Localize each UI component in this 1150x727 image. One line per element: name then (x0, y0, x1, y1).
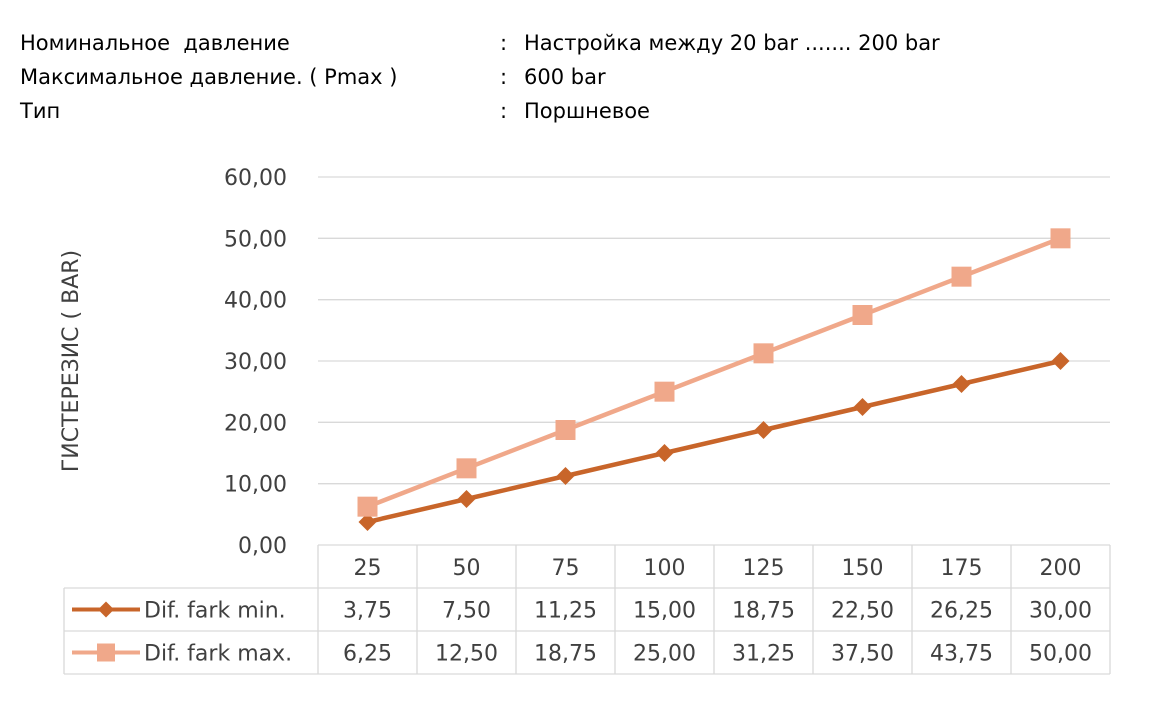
y-tick-label: 40,00 (224, 289, 287, 314)
x-category-label: 25 (354, 556, 382, 581)
data-value-cell: 3,75 (343, 599, 392, 624)
x-category-label: 75 (552, 556, 580, 581)
series-lines (357, 228, 1071, 531)
data-value-cell: 25,00 (633, 642, 696, 667)
x-category-label: 200 (1040, 556, 1082, 581)
gridlines (318, 176, 1110, 485)
data-value-cell: 18,75 (534, 642, 597, 667)
data-point-square (357, 496, 378, 517)
data-value-cell: 15,00 (633, 599, 696, 624)
data-point-diamond (754, 421, 773, 439)
data-value-cell: 30,00 (1029, 599, 1092, 624)
legend-label: Dif. fark min. (144, 599, 286, 624)
data-value-cell: 22,50 (831, 599, 894, 624)
data-value-cell: 18,75 (732, 599, 795, 624)
data-point-diamond (556, 467, 575, 485)
data-point-square (654, 381, 675, 402)
y-tick-label: 0,00 (238, 534, 287, 559)
spec-row-nominal-pressure: Номинальное давление : Настройка между 2… (20, 26, 940, 60)
data-value-cell: 12,50 (435, 642, 498, 667)
spec-row-max-pressure: Максимальное давление. ( Pmax ) : 600 ba… (20, 60, 606, 94)
data-point-diamond (853, 398, 872, 416)
data-point-square (753, 343, 774, 364)
data-point-diamond (655, 444, 674, 462)
y-axis-label: ГИСТЕРЕЗИС ( BAR) (59, 250, 84, 472)
spec-separator: : (500, 65, 508, 89)
data-point-diamond (358, 513, 377, 531)
spec-separator: : (500, 31, 508, 55)
x-category-label: 125 (743, 556, 785, 581)
data-value-cell: 6,25 (343, 642, 392, 667)
data-value-cell: 26,25 (930, 599, 993, 624)
y-tick-labels: 0,00 10,00 20,00 30,00 40,00 50,00 60,00 (224, 166, 287, 559)
data-point-diamond (1051, 352, 1070, 370)
series-line (366, 236, 1062, 509)
spec-label: Номинальное давление (20, 31, 290, 55)
data-value-cell: 50,00 (1029, 642, 1092, 667)
x-category-label: 50 (453, 556, 481, 581)
series-line (366, 358, 1062, 525)
data-point-diamond (952, 375, 971, 393)
y-tick-label: 50,00 (224, 227, 287, 252)
spec-value: Поршневое (524, 99, 650, 123)
x-category-label: 175 (941, 556, 983, 581)
legend-key-square (97, 643, 115, 662)
spec-value: 600 bar (524, 65, 606, 89)
data-value-cell: 31,25 (732, 642, 795, 667)
x-category-label: 150 (842, 556, 884, 581)
data-point-square (951, 266, 972, 287)
legend-label: Dif. fark max. (144, 642, 292, 667)
legend-key-diamond (98, 601, 114, 618)
data-value-cell: 7,50 (442, 599, 491, 624)
data-point-square (852, 305, 873, 325)
x-category-label: 100 (644, 556, 686, 581)
data-value-cell: 43,75 (930, 642, 993, 667)
spec-row-type: Тип : Поршневое (20, 94, 650, 128)
data-point-square (1050, 228, 1071, 249)
spec-list: Номинальное давление : Настройка между 2… (20, 26, 940, 128)
data-value-cell: 37,50 (831, 642, 894, 667)
spec-label: Тип (20, 99, 61, 123)
data-point-square (555, 420, 576, 440)
data-value-cell: 11,25 (534, 599, 597, 624)
spec-separator: : (500, 99, 508, 123)
y-tick-label: 20,00 (224, 411, 287, 436)
spec-label: Максимальное давление. ( Pmax ) (20, 65, 398, 89)
data-point-diamond (457, 490, 476, 508)
spec-value: Настройка между 20 bar ....... 200 bar (524, 31, 940, 55)
y-tick-label: 60,00 (224, 166, 287, 191)
y-tick-label: 30,00 (224, 350, 287, 375)
data-table: 25 50 75 100 125 150 175 200 Dif. fark min. 3,75 7… (63, 544, 1111, 675)
data-point-square (456, 458, 477, 479)
y-tick-label: 10,00 (224, 473, 287, 498)
